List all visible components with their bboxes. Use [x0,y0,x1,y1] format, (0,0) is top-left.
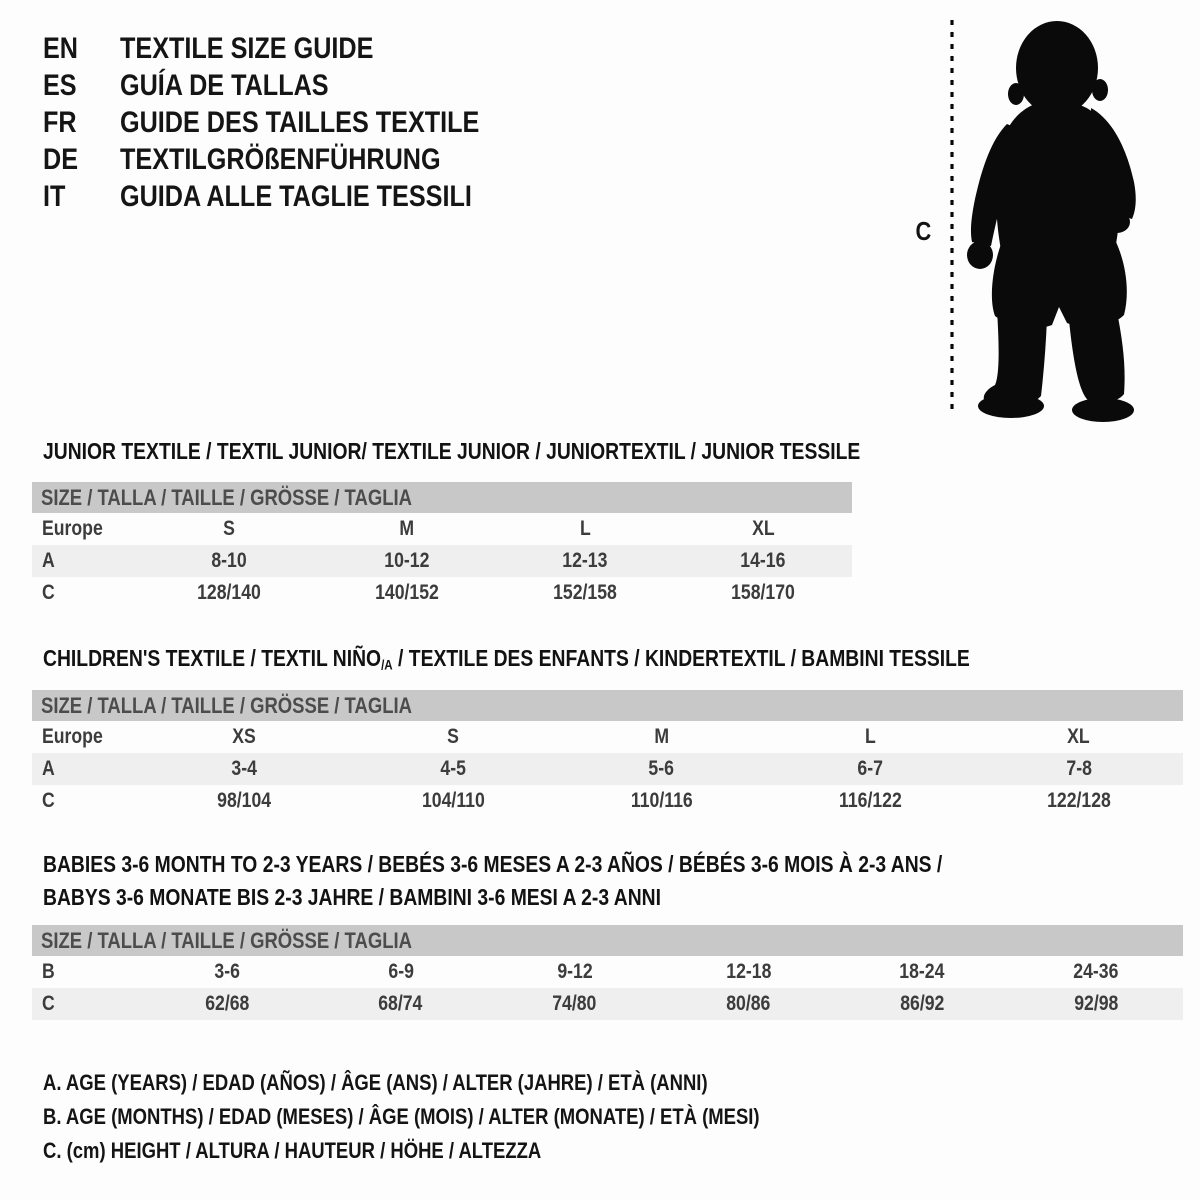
language-row-it: IT GUIDA ALLE TAGLIE TESSILI [43,178,548,215]
table-cell: M [399,517,415,540]
children-size-header-bar: SIZE / TALLA / TAILLE / GRÖSSE / TAGLIA [32,690,1183,721]
toddler-figure [945,12,1155,424]
language-row-es: ES GUÍA DE TALLAS [43,67,548,104]
row-label-cell: A [42,549,55,572]
row-label-cell: C [42,581,55,604]
table-cell: 80/86 [726,992,771,1015]
row-label-cell: C [42,992,55,1015]
babies-section-heading: BABIES 3-6 MONTH TO 2-3 YEARS / BEBÉS 3-… [43,851,943,910]
junior-size-header-bar: SIZE / TALLA / TAILLE / GRÖSSE / TAGLIA [32,482,852,513]
table-cell: S [446,725,459,748]
language-code-es: ES [43,68,77,102]
row-label-cell: Europe [42,517,103,540]
children-age-row: A 3-4 4-5 5-6 6-7 7-8 [32,753,1183,785]
table-cell: 86/92 [900,992,945,1015]
table-cell: 9-12 [556,960,593,983]
babies-size-header-bar: SIZE / TALLA / TAILLE / GRÖSSE / TAGLIA [32,925,1183,956]
table-cell: 3-6 [214,960,240,983]
height-measure-label: C [915,216,932,246]
table-cell: 140/152 [375,581,439,604]
table-cell: 7-8 [1065,757,1092,780]
table-cell: 24-36 [1073,960,1119,983]
language-title-block: EN TEXTILE SIZE GUIDE ES GUÍA DE TALLAS … [43,30,548,215]
table-cell: 98/104 [217,789,272,812]
language-code-de: DE [43,142,79,176]
table-cell: 3-4 [231,757,258,780]
junior-age-row: A 8-10 10-12 12-13 14-16 [32,545,852,577]
table-cell: L [864,725,876,748]
table-cell: 122/128 [1046,789,1111,812]
page-title-en: TEXTILE SIZE GUIDE [120,31,374,65]
babies-months-row: B 3-6 6-9 9-12 12-18 18-24 24-36 [32,956,1183,988]
table-cell: 62/68 [204,992,249,1015]
legend-line-age-months: B. AGE (MONTHS) / EDAD (MESES) / ÂGE (MO… [43,1104,760,1129]
junior-size-table: SIZE / TALLA / TAILLE / GRÖSSE / TAGLIA … [32,482,852,609]
table-cell: 12-13 [562,549,608,572]
page-title-de: TEXTILGRÖßENFÜHRUNG [120,142,441,176]
children-size-table: SIZE / TALLA / TAILLE / GRÖSSE / TAGLIA … [32,690,1183,817]
table-cell: 10-12 [384,549,430,572]
table-cell: 8-10 [211,549,247,572]
table-cell: 152/158 [553,581,617,604]
table-cell: 6-7 [857,757,883,780]
table-cell: 128/140 [197,581,261,604]
table-cell: 12-18 [725,960,771,983]
language-row-de: DE TEXTILGRÖßENFÜHRUNG [43,141,548,178]
legend-line-height-cm: C. (cm) HEIGHT / ALTURA / HAUTEUR / HÖHE… [43,1138,542,1163]
children-europe-row: Europe XS S M L XL [32,721,1183,753]
row-label-cell: Europe [42,725,103,748]
junior-europe-row: Europe S M L XL [32,513,852,545]
row-label-cell: C [42,789,55,812]
table-cell: M [654,725,669,748]
nino-a-subscript: /A [381,657,393,673]
table-cell: XL [1067,725,1090,748]
table-cell: 158/170 [731,581,795,604]
legend: A. AGE (YEARS) / EDAD (AÑOS) / ÂGE (ANS)… [43,1066,896,1168]
table-cell: S [223,517,235,540]
toddler-silhouette-icon [950,20,1136,422]
table-cell: 104/110 [421,789,485,812]
babies-size-table: SIZE / TALLA / TAILLE / GRÖSSE / TAGLIA … [32,925,1183,1020]
table-cell: 14-16 [740,549,786,572]
page-title-fr: GUIDE DES TAILLES TEXTILE [120,105,480,139]
table-cell: L [579,517,591,540]
row-label-cell: B [42,960,55,983]
table-cell: 74/80 [552,992,597,1015]
page-title-es: GUÍA DE TALLAS [120,68,329,102]
table-cell: 110/116 [630,789,693,812]
language-code-fr: FR [43,105,77,139]
table-cell: 92/98 [1073,992,1119,1015]
table-cell: 116/122 [838,789,902,812]
table-cell: 18-24 [899,960,945,983]
table-cell: 4-5 [440,757,466,780]
table-cell: 5-6 [648,757,675,780]
language-code-en: EN [43,31,79,65]
row-label-cell: A [42,757,55,780]
table-cell: 68/74 [378,992,423,1015]
children-section-heading: CHILDREN'S TEXTILE / TEXTIL NIÑO/A / TEX… [43,645,970,673]
legend-line-age-years: A. AGE (YEARS) / EDAD (AÑOS) / ÂGE (ANS)… [43,1070,708,1095]
table-cell: XL [751,517,775,540]
page-title-it: GUIDA ALLE TAGLIE TESSILI [120,179,472,213]
language-code-it: IT [43,179,66,213]
language-row-en: EN TEXTILE SIZE GUIDE [43,30,548,67]
babies-height-row: C 62/68 68/74 74/80 80/86 86/92 92/98 [32,988,1183,1020]
language-row-fr: FR GUIDE DES TAILLES TEXTILE [43,104,548,141]
junior-height-row: C 128/140 140/152 152/158 158/170 [32,577,852,609]
children-height-row: C 98/104 104/110 110/116 116/122 122/128 [32,785,1183,817]
table-cell: 6-9 [387,960,414,983]
table-cell: XS [232,725,257,748]
junior-section-heading: JUNIOR TEXTILE / TEXTIL JUNIOR/ TEXTILE … [43,438,861,464]
